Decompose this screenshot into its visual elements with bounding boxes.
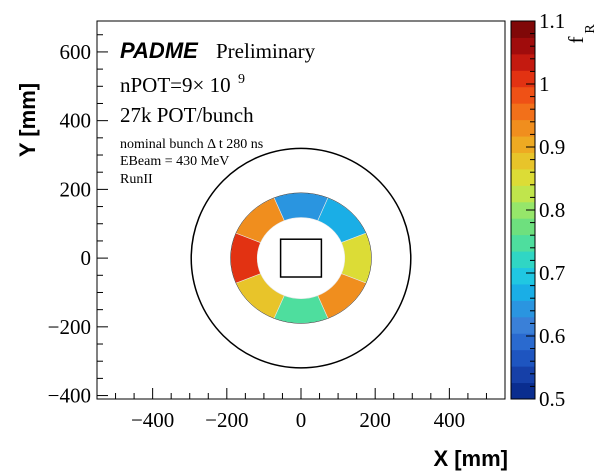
bunch-label: nominal bunch Δ t 280 ns xyxy=(120,137,263,152)
run-label: RunII xyxy=(120,172,153,187)
palette-band xyxy=(511,349,535,367)
palette-band xyxy=(511,185,535,203)
z-tick-label: 1.1 xyxy=(539,9,565,33)
ebeam-label: EBeam = 430 MeV xyxy=(120,154,229,169)
y-tick-label: −200 xyxy=(48,315,91,339)
palette-band xyxy=(511,382,535,400)
x-tick-label: −400 xyxy=(131,408,174,432)
z-tick-label: 0.9 xyxy=(539,135,565,159)
palette-band xyxy=(511,283,535,301)
x-tick-label: 0 xyxy=(296,408,307,432)
y-tick-label: 0 xyxy=(81,246,92,270)
z-tick-label: 0.8 xyxy=(539,198,565,222)
z-tick-label: 1 xyxy=(539,72,550,96)
palette-band xyxy=(511,21,535,38)
z-tick-label: 0.7 xyxy=(539,261,565,285)
z-tick-label: 0.6 xyxy=(539,324,565,348)
palette-band xyxy=(511,119,535,137)
outer-circle xyxy=(190,147,412,369)
y-tick-label: 400 xyxy=(60,109,92,133)
ring-segment-8 xyxy=(235,197,285,243)
x-axis-title: X [mm] xyxy=(433,446,508,471)
pot-bunch-label: 27k POT/bunch xyxy=(120,103,254,127)
palette-band xyxy=(511,37,535,55)
x-tick-label: 400 xyxy=(434,408,466,432)
palette-band xyxy=(511,251,535,269)
palette-band xyxy=(511,333,535,351)
z-tick-label: 0.5 xyxy=(539,387,565,411)
palette-band xyxy=(511,234,535,252)
y-tick-label: 200 xyxy=(60,177,92,201)
z-axis-title: f xyxy=(564,37,588,44)
preliminary-label: Preliminary xyxy=(216,39,316,63)
brand-label: PADME xyxy=(120,38,199,63)
palette-band xyxy=(511,70,535,88)
palette-band xyxy=(511,103,535,121)
palette-band xyxy=(511,316,535,334)
palette-band xyxy=(511,152,535,170)
npot-label: nPOT=9× 10 xyxy=(120,73,231,97)
palette-band xyxy=(511,53,535,71)
palette-band xyxy=(511,267,535,285)
palette-band xyxy=(511,201,535,219)
palette-band xyxy=(511,136,535,153)
x-tick-label: 200 xyxy=(359,408,391,432)
y-tick-label: −400 xyxy=(48,384,91,408)
palette-band xyxy=(511,168,535,186)
y-tick-label: 600 xyxy=(60,40,92,64)
x-tick-label: −200 xyxy=(205,408,248,432)
y-axis-title: Y [mm] xyxy=(15,83,40,157)
palette-band xyxy=(511,218,535,236)
npot-exponent: 9 xyxy=(238,72,245,87)
palette-band xyxy=(511,366,535,384)
inner-square xyxy=(279,238,323,278)
z-axis-title-subscript: R xyxy=(583,24,598,34)
palette-band xyxy=(511,86,535,104)
palette-band xyxy=(511,300,535,318)
ring-outer-edge xyxy=(230,192,372,324)
